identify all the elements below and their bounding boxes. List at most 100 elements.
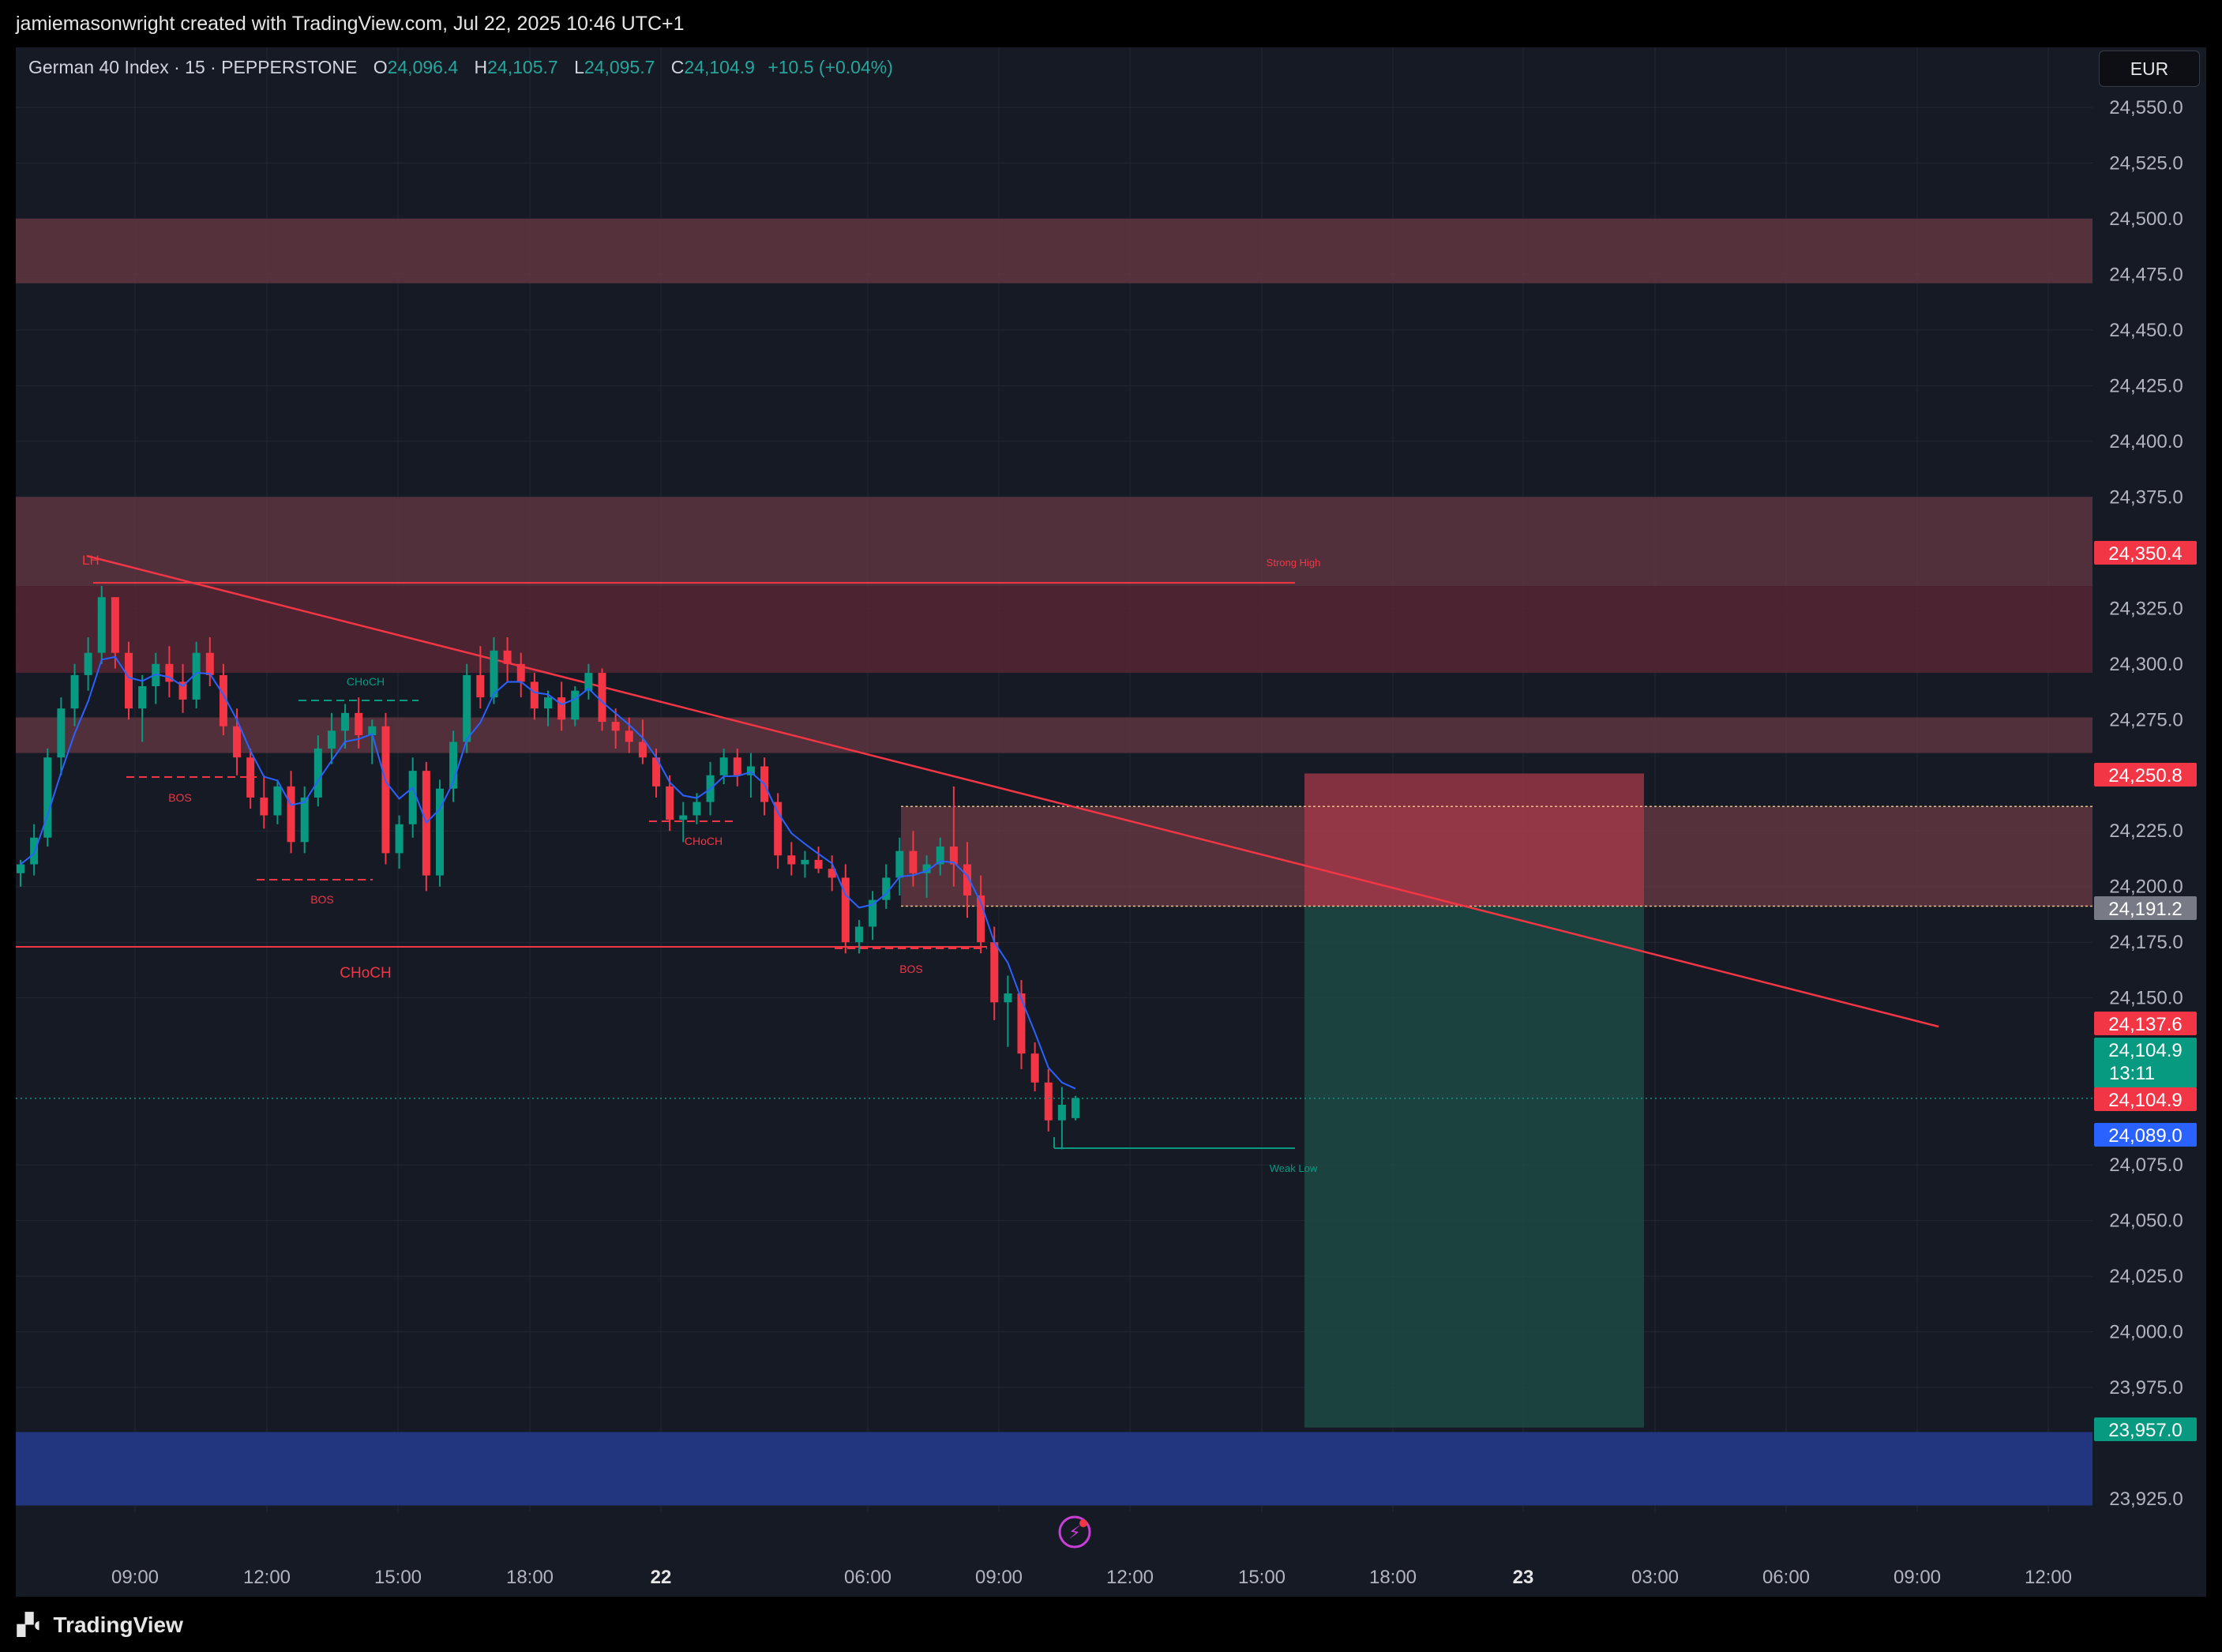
currency-button[interactable]: EUR bbox=[2099, 51, 2200, 87]
candle-body bbox=[719, 757, 728, 775]
price-tick: 24,375.0 bbox=[2109, 486, 2183, 508]
demand-zone bbox=[16, 1432, 2093, 1506]
price-tick: 24,275.0 bbox=[2109, 709, 2183, 730]
candle-body bbox=[692, 802, 701, 816]
candle-body bbox=[341, 712, 350, 731]
candle-body bbox=[625, 730, 633, 742]
time-tick: 12:00 bbox=[243, 1567, 291, 1588]
price-label-box bbox=[2094, 1123, 2197, 1147]
time-tick: 23 bbox=[1513, 1567, 1534, 1588]
candle-body bbox=[395, 824, 403, 854]
high-value: 24,105.7 bbox=[487, 57, 558, 77]
candle-body bbox=[260, 797, 268, 816]
weak-low-label: Weak Low bbox=[1270, 1162, 1318, 1174]
candle-body bbox=[300, 797, 309, 843]
lh-label: LH bbox=[82, 553, 99, 568]
zones-layer bbox=[16, 218, 2093, 1506]
price-label-text: 24,350.4 bbox=[2108, 543, 2182, 565]
candle-body bbox=[381, 726, 390, 854]
price-tick: 24,475.0 bbox=[2109, 264, 2183, 285]
candle-body bbox=[977, 895, 985, 943]
open-value: 24,096.4 bbox=[387, 57, 459, 77]
candle-body bbox=[57, 708, 66, 758]
lightning-glyph: ⚡ bbox=[1068, 1523, 1080, 1543]
candle-body bbox=[165, 663, 174, 682]
price-label-box bbox=[2094, 896, 2197, 920]
attribution-text: jamiemasonwright created with TradingVie… bbox=[16, 13, 685, 35]
close-value: 24,104.9 bbox=[684, 57, 755, 77]
price-label-box bbox=[2094, 1417, 2197, 1441]
candle-body bbox=[435, 788, 444, 876]
candle-body bbox=[178, 681, 187, 700]
time-tick: 12:00 bbox=[1106, 1567, 1154, 1588]
candle-body bbox=[355, 712, 363, 736]
price-label-box bbox=[2094, 1038, 2197, 1088]
price-label-box bbox=[2094, 541, 2197, 565]
candle-body bbox=[936, 846, 944, 865]
price-label-text: 23,957.0 bbox=[2108, 1420, 2182, 1441]
candle-body bbox=[70, 674, 79, 709]
footer-bar bbox=[0, 1597, 2222, 1652]
candle-body bbox=[949, 846, 958, 865]
choch-label-2: CHoCH bbox=[685, 835, 723, 847]
take-profit-zone bbox=[1304, 906, 1644, 1428]
candle-body bbox=[313, 748, 322, 798]
price-label-text: 24,137.6 bbox=[2108, 1014, 2182, 1035]
moving-average-line bbox=[20, 655, 1076, 1090]
candle-body bbox=[828, 869, 836, 878]
tradingview-logo[interactable]: ▞◖ TradingView bbox=[17, 1611, 183, 1638]
market-structure-layer: BOS BOS CHoCH CHoCH BOS CHoCH LH Strong High Wea… bbox=[16, 553, 1939, 1174]
price-tick: 24,225.0 bbox=[2109, 820, 2183, 842]
alert-dot bbox=[1079, 1519, 1087, 1527]
time-axis: 09:00 12:00 15:00 18:00 22 06:00 09:00 12:00 15:… bbox=[111, 1567, 2072, 1588]
candle-body bbox=[841, 877, 850, 943]
candle-body bbox=[611, 722, 620, 731]
candle-body bbox=[774, 802, 783, 856]
candles-layer bbox=[17, 586, 1079, 1150]
price-label-text: 24,104.9 bbox=[2108, 1040, 2182, 1061]
candle-body bbox=[1072, 1098, 1079, 1118]
candle-body bbox=[219, 674, 227, 727]
candle-body bbox=[1044, 1082, 1053, 1121]
bos-label-2: BOS bbox=[310, 893, 334, 906]
time-tick: 12:00 bbox=[2025, 1567, 2072, 1588]
brand-name: TradingView bbox=[53, 1612, 183, 1637]
price-label-box bbox=[2094, 1087, 2197, 1111]
time-tick: 18:00 bbox=[506, 1567, 554, 1588]
candle-body bbox=[544, 697, 552, 709]
supply-zone bbox=[16, 497, 2093, 587]
candle-body bbox=[449, 742, 458, 789]
candle-body bbox=[801, 859, 809, 865]
candle-body bbox=[463, 674, 471, 742]
candle-body bbox=[516, 663, 525, 682]
candle-body bbox=[584, 673, 593, 691]
candle-body bbox=[111, 597, 119, 653]
price-tick: 24,200.0 bbox=[2109, 877, 2183, 898]
candle-body bbox=[273, 786, 282, 816]
candle-body bbox=[666, 786, 674, 820]
candle-body bbox=[246, 757, 255, 798]
price-label-box bbox=[2094, 1012, 2197, 1035]
choch-main-label: CHoCH bbox=[340, 965, 391, 982]
high-label: H bbox=[474, 57, 488, 77]
price-tick: 24,325.0 bbox=[2109, 598, 2183, 619]
candle-body bbox=[869, 899, 877, 927]
overlay-layer: ⚡ bbox=[16, 1098, 2093, 1549]
time-tick: 03:00 bbox=[1631, 1567, 1679, 1588]
candle-body bbox=[652, 757, 661, 787]
candle-body bbox=[679, 815, 688, 820]
symbol-title[interactable]: German 40 Index · 15 · PEPPERSTONE bbox=[28, 57, 358, 77]
time-tick: 18:00 bbox=[1369, 1567, 1417, 1588]
candle-body bbox=[1057, 1105, 1066, 1121]
supply-zone-upper bbox=[16, 218, 2093, 283]
price-label-text: 24,104.9 bbox=[2108, 1090, 2182, 1111]
time-tick: 09:00 bbox=[1894, 1567, 1941, 1588]
candle-body bbox=[152, 663, 160, 686]
candle-body bbox=[43, 757, 52, 838]
candle-body bbox=[571, 690, 580, 720]
strong-high-label: Strong High bbox=[1267, 557, 1321, 569]
price-tick: 24,050.0 bbox=[2109, 1211, 2183, 1232]
price-tick: 24,500.0 bbox=[2109, 208, 2183, 230]
price-label-box bbox=[2094, 763, 2197, 787]
